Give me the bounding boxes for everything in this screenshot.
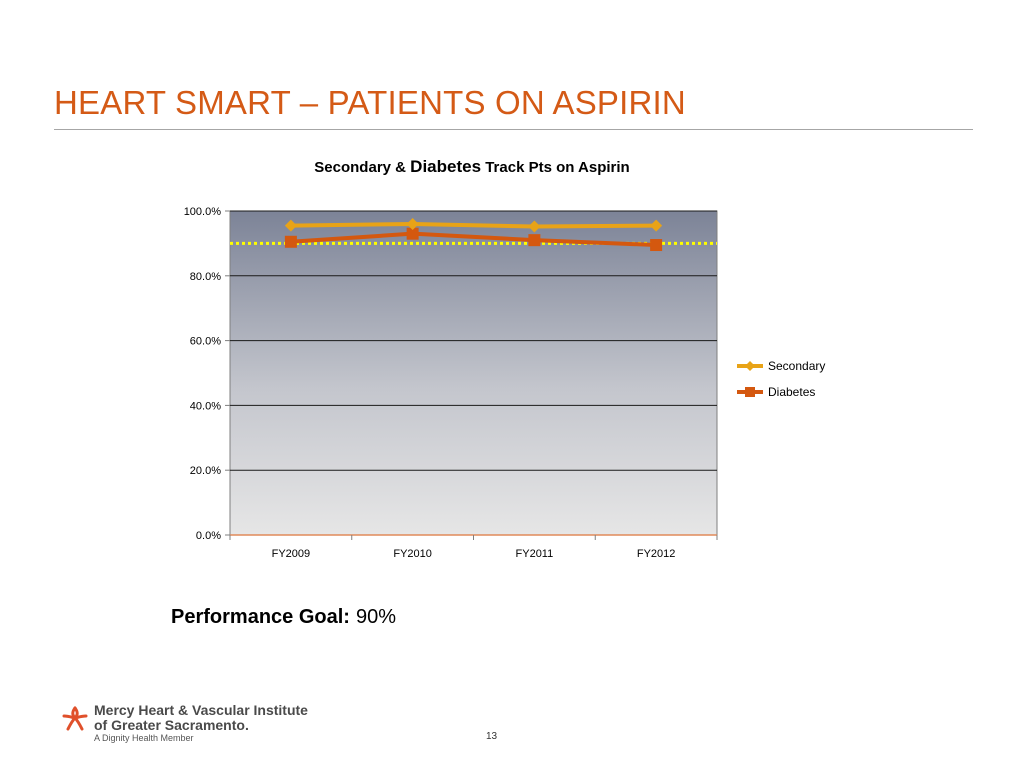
x-tick-label: FY2009 <box>272 548 311 560</box>
x-tick-label: FY2010 <box>393 548 432 560</box>
gridlines <box>230 210 717 471</box>
series-layer <box>284 217 663 252</box>
legend-label: Diabetes <box>768 385 815 399</box>
performance-goal-value: 90% <box>355 606 396 628</box>
x-tick-label: FY2012 <box>637 548 676 560</box>
series-line-diabetes <box>290 231 657 248</box>
y-tick-label: 80.0% <box>190 271 221 283</box>
data-point-secondary <box>284 219 297 232</box>
performance-goal-label: Performance Goal: <box>171 606 350 628</box>
logo-text-line1: Mercy Heart & Vascular Institute <box>94 702 308 718</box>
page-number: 13 <box>486 731 498 742</box>
organization-logo: Mercy Heart & Vascular Institute of Grea… <box>60 702 320 746</box>
data-point-secondary <box>650 219 663 232</box>
title-divider <box>54 129 973 130</box>
slide-title: HEART SMART – PATIENTS ON ASPIRIN <box>54 84 686 121</box>
data-point-diabetes <box>528 234 541 247</box>
chart-title-part1: Secondary & <box>314 159 411 176</box>
data-point-secondary <box>406 217 419 230</box>
data-point-diabetes <box>284 235 297 248</box>
y-tick-label: 60.0% <box>190 336 221 348</box>
plot-area <box>229 210 718 536</box>
y-tick-label: 20.0% <box>190 465 221 477</box>
series-line-secondary <box>290 221 657 229</box>
x-tick-label: FY2011 <box>516 548 554 560</box>
y-tick-label: 40.0% <box>190 400 221 412</box>
mercy-star-logo-icon <box>62 706 88 731</box>
performance-goal: Performance Goal: 90% <box>171 606 396 629</box>
y-tick-label: 0.0% <box>196 530 221 542</box>
data-point-secondary <box>528 220 541 233</box>
chart-title-part2: Diabetes <box>410 157 482 176</box>
logo-text-line2: of Greater Sacramento. <box>94 717 249 733</box>
logo-text-line3: A Dignity Health Member <box>94 733 194 743</box>
chart-title-part3: Track Pts on Aspirin <box>481 159 630 176</box>
legend-swatch-marker <box>745 387 755 397</box>
legend-label: Secondary <box>768 359 825 373</box>
line-chart: 0.0% 20.0% 40.0% 60.0% 80.0% 100.0% FY2009 FY20… <box>184 206 826 560</box>
data-point-diabetes <box>406 227 419 240</box>
y-tick-label: 100.0% <box>184 206 222 218</box>
chart-title: Secondary & Diabetes Track Pts on Aspiri… <box>0 157 944 177</box>
axes: 0.0% 20.0% 40.0% 60.0% 80.0% 100.0% FY2009 FY20… <box>184 206 718 560</box>
legend: Secondary Diabetes <box>737 359 825 399</box>
data-point-diabetes <box>650 239 663 252</box>
legend-swatch-marker <box>745 361 755 371</box>
